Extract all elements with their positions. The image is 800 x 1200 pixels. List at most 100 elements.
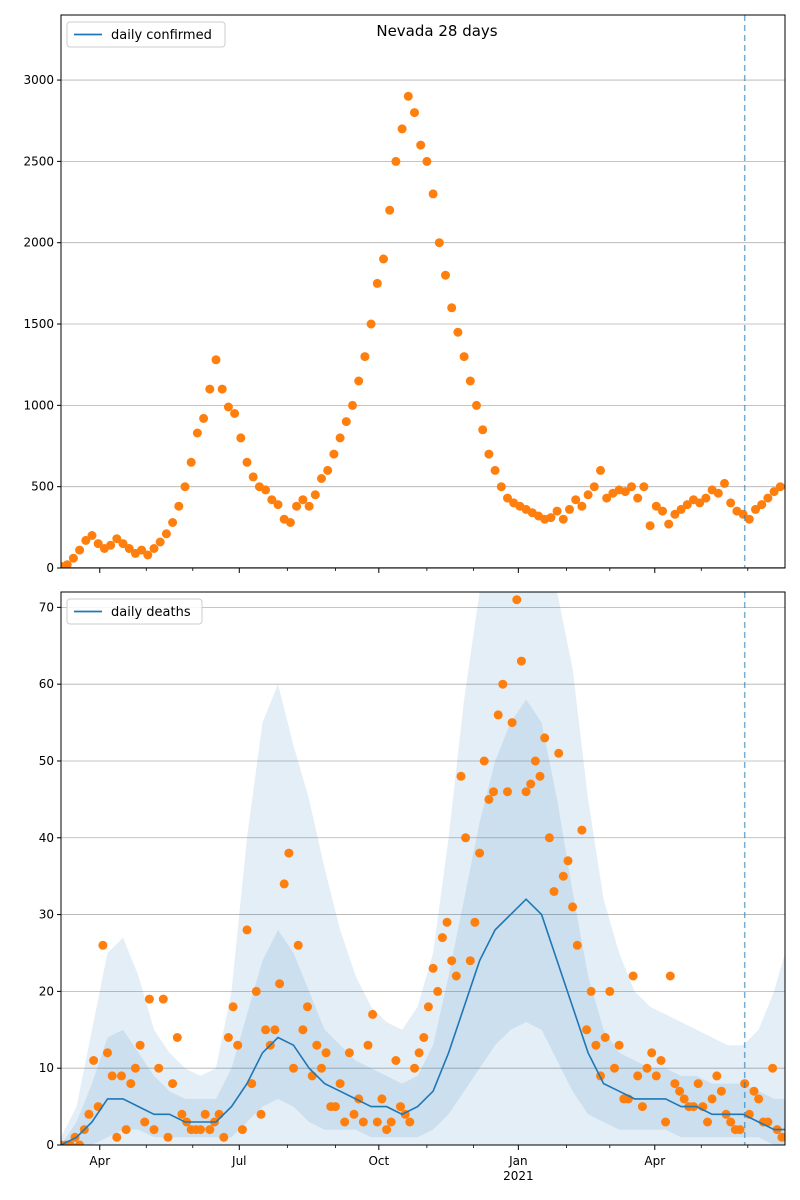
data-point <box>298 495 308 505</box>
data-point <box>93 1102 103 1112</box>
data-point <box>507 718 517 728</box>
x-tick-label: Jan <box>508 1154 528 1168</box>
data-point <box>103 1048 112 1058</box>
data-point <box>757 500 767 510</box>
data-point <box>285 518 295 527</box>
data-point <box>459 352 469 362</box>
data-point <box>602 493 612 503</box>
data-point <box>273 500 283 510</box>
data-point <box>312 1040 322 1050</box>
data-point <box>360 352 370 362</box>
data-point <box>135 1040 145 1050</box>
data-point <box>62 560 72 568</box>
data-point <box>744 514 754 524</box>
data-point <box>701 493 711 503</box>
data-point <box>679 1094 689 1104</box>
y-tick-label: 1000 <box>23 398 54 412</box>
data-point <box>589 482 599 492</box>
data-point <box>484 449 494 459</box>
data-point <box>642 1063 652 1073</box>
data-point <box>251 986 261 996</box>
data-point <box>396 1102 405 1112</box>
data-point <box>651 1071 661 1081</box>
data-point <box>279 879 289 889</box>
data-point <box>200 1109 210 1119</box>
series-line <box>61 898 785 1145</box>
data-point <box>544 833 554 843</box>
data-point <box>558 514 568 524</box>
data-point <box>205 384 215 394</box>
data-point <box>433 986 443 996</box>
data-point <box>472 400 481 410</box>
data-point <box>777 1132 785 1142</box>
y-tick-label: 1500 <box>23 317 54 331</box>
data-point <box>211 355 221 365</box>
data-point <box>627 482 636 492</box>
data-point <box>117 1071 126 1081</box>
data-point <box>775 482 785 492</box>
data-point <box>405 1117 415 1127</box>
plot-area <box>61 91 785 568</box>
data-point <box>261 485 271 495</box>
data-point <box>382 1125 392 1135</box>
data-point <box>270 1025 280 1035</box>
data-point <box>639 482 649 492</box>
y-tick-label: 2500 <box>23 154 54 168</box>
data-point <box>465 956 475 966</box>
data-point <box>93 539 103 549</box>
data-point <box>695 498 705 508</box>
data-point <box>403 91 413 101</box>
data-point <box>591 1040 601 1050</box>
data-point <box>568 902 578 912</box>
data-point <box>693 1079 703 1089</box>
data-point <box>293 940 303 950</box>
data-point <box>489 787 498 797</box>
data-point <box>161 529 171 539</box>
y-tick-label: 500 <box>31 480 54 494</box>
data-point <box>665 971 675 981</box>
data-point <box>385 205 395 215</box>
data-point <box>177 1109 187 1119</box>
data-point <box>154 1063 164 1073</box>
data-point <box>321 1048 331 1058</box>
data-point <box>475 848 485 858</box>
data-point <box>330 1102 340 1112</box>
y-tick-label: 3000 <box>23 73 54 87</box>
data-point <box>416 140 426 150</box>
data-point <box>645 521 655 531</box>
data-point <box>87 531 97 540</box>
data-point <box>713 488 723 498</box>
data-point <box>349 1109 359 1119</box>
data-point <box>675 1086 685 1096</box>
data-point <box>726 498 736 508</box>
data-point <box>75 545 85 555</box>
data-point <box>516 656 526 666</box>
data-point <box>453 327 463 337</box>
data-point <box>768 1063 778 1073</box>
data-point <box>720 478 729 488</box>
data-point <box>577 825 587 835</box>
data-point <box>682 500 692 510</box>
data-point <box>68 553 78 563</box>
data-point <box>461 833 471 843</box>
data-point <box>661 1117 671 1127</box>
data-point <box>490 465 500 475</box>
data-point <box>526 779 536 789</box>
data-point <box>749 1086 759 1096</box>
data-point <box>223 402 233 412</box>
data-point <box>552 506 562 516</box>
data-point <box>368 1009 378 1019</box>
data-point <box>596 465 605 475</box>
y-tick-label: 30 <box>39 908 54 922</box>
axes-frame <box>60 14 786 569</box>
data-point <box>163 1132 173 1142</box>
data-point <box>763 493 773 503</box>
data-point <box>422 156 432 166</box>
data-point <box>219 1132 229 1142</box>
data-point <box>465 376 475 386</box>
data-point <box>503 493 512 503</box>
data-point <box>586 986 596 996</box>
data-point <box>261 1025 271 1035</box>
data-point <box>158 994 168 1004</box>
data-point <box>428 189 438 199</box>
